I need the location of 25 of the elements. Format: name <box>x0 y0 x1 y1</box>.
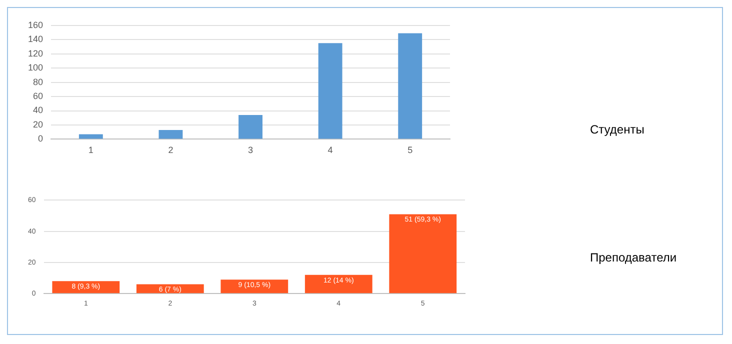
bar <box>398 33 422 139</box>
y-tick-label: 80 <box>33 76 44 87</box>
bar <box>220 280 288 294</box>
y-tick-label: 140 <box>28 34 44 44</box>
bar <box>318 43 342 139</box>
y-tick-label: 160 <box>28 20 44 30</box>
bar <box>304 274 372 294</box>
x-tick-label: 2 <box>168 145 174 156</box>
text: Студенты <box>590 122 644 136</box>
x-tick-label: 4 <box>328 145 333 156</box>
x-tick-label: 3 <box>248 145 254 156</box>
bar <box>389 214 457 294</box>
y-tick-label: 120 <box>28 48 44 58</box>
y-tick-label: 20 <box>33 119 44 130</box>
bar <box>78 134 103 139</box>
x-tick-label: 1 <box>88 145 94 156</box>
text: Преподаватели <box>590 250 677 264</box>
bar <box>238 115 262 139</box>
y-tick-label: 100 <box>28 62 44 73</box>
y-tick-label: 0 <box>38 134 44 144</box>
y-tick-label: 60 <box>33 91 44 102</box>
bar <box>52 281 120 294</box>
x-tick-label: 5 <box>408 145 413 156</box>
y-tick-label: 40 <box>33 105 44 116</box>
bar <box>158 130 183 139</box>
